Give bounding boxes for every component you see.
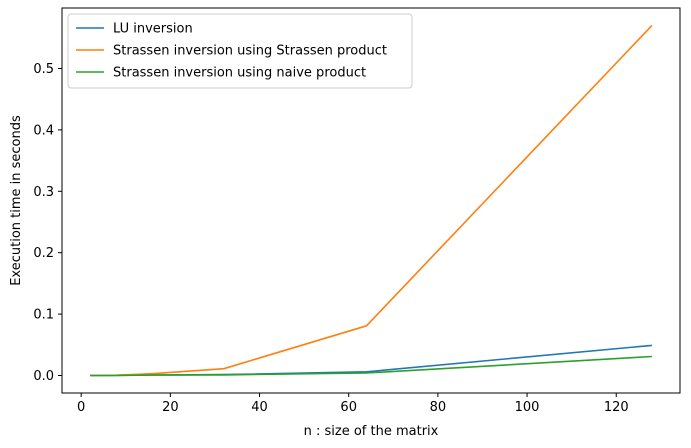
x-tick-label: 100 (515, 400, 540, 415)
legend-box (67, 13, 413, 89)
y-tick-label: 0.3 (33, 185, 54, 200)
x-tick-label: 80 (430, 400, 447, 415)
x-tick-label: 60 (340, 400, 357, 415)
plot-lines (90, 24, 653, 377)
x-tick-label: 20 (162, 400, 179, 415)
legend-label-2: Strassen inversion using Strassen produc… (113, 44, 387, 59)
legend-label-1: LU inversion (113, 22, 193, 37)
y-tick-label: 0.2 (33, 246, 54, 261)
x-axis-ticks: 0 20 40 60 80 100 120 (77, 393, 629, 415)
x-tick-label: 120 (604, 400, 629, 415)
y-tick-label: 0.4 (33, 123, 54, 138)
legend-label-3: Strassen inversion using naive product (113, 66, 366, 81)
y-tick-label: 0.0 (33, 369, 54, 384)
x-tick-label: 0 (77, 400, 85, 415)
legend: LU inversion Strassen inversion using Str… (67, 13, 413, 89)
y-axis-label: Execution time in seconds (9, 115, 24, 286)
y-axis-ticks: 0.0 0.1 0.2 0.3 0.4 0.5 (33, 62, 62, 384)
y-tick-label: 0.5 (33, 62, 54, 77)
y-tick-label: 0.1 (33, 308, 54, 323)
plot-frame (61, 7, 681, 394)
series-line-3 (90, 355, 652, 377)
x-tick-label: 40 (251, 400, 268, 415)
x-axis-label: n : size of the matrix (304, 424, 439, 439)
